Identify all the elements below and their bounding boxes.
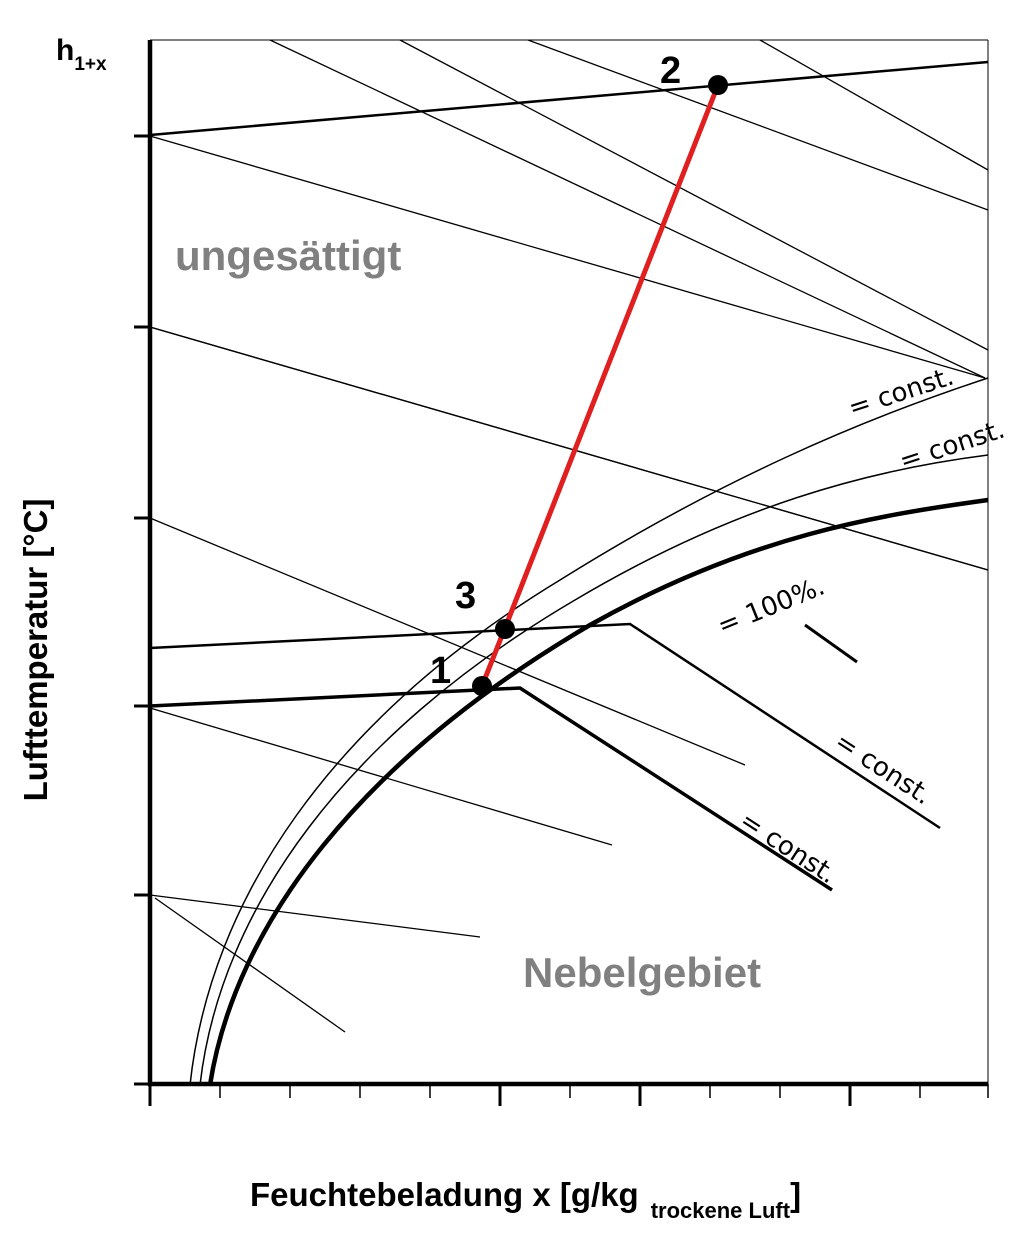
h-const-label-2: = const. — [734, 806, 842, 890]
state-point-1 — [472, 676, 492, 696]
rh-const-label-2: = const. — [896, 415, 1009, 477]
rh-const-curve-outer — [189, 377, 989, 1086]
enthalpy-axis-label: h1+x — [56, 34, 107, 75]
enthalpy-axis-label-main: h — [56, 34, 74, 67]
x-axis-label-main: Feuchtebeladung x [g/kg — [250, 1176, 639, 1213]
enthalpy-grid-lines — [149, 39, 989, 1033]
process-line — [479, 84, 721, 687]
state3-enthalpy-line — [149, 622, 941, 830]
y-axis-label: Lufttemperatur [°C] — [17, 499, 54, 802]
h-const-label-1: = const. — [829, 727, 937, 811]
region-label-unsaturated: ungesättigt — [175, 232, 401, 279]
x-axis-label-sub: trockene Luft — [651, 1198, 791, 1223]
x-axis-ticks — [148, 1084, 989, 1106]
y-axis-ticks — [134, 134, 150, 1086]
state1-enthalpy-line — [149, 686, 833, 892]
rh-const-label-1: = const. — [845, 362, 958, 424]
x-axis-label: Feuchtebeladung x [g/kg trockene Luft] — [250, 1176, 801, 1223]
x-axis-label-close: ] — [790, 1176, 801, 1213]
saturation-curve-100 — [207, 497, 989, 1086]
state-label-2: 2 — [660, 50, 681, 92]
region-label-fog: Nebelgebiet — [523, 949, 761, 996]
state-label-1: 1 — [430, 650, 451, 692]
rh100-leader-tick — [804, 623, 858, 664]
enthalpy-diagonals — [149, 326, 989, 571]
state2-enthalpy-line — [149, 60, 989, 137]
enthalpy-axis-label-sub: 1+x — [74, 54, 107, 75]
state-point-2 — [708, 75, 728, 95]
rh-const-curve-middle — [199, 454, 989, 1086]
state-point-3 — [495, 619, 515, 639]
state-label-3: 3 — [455, 575, 476, 617]
